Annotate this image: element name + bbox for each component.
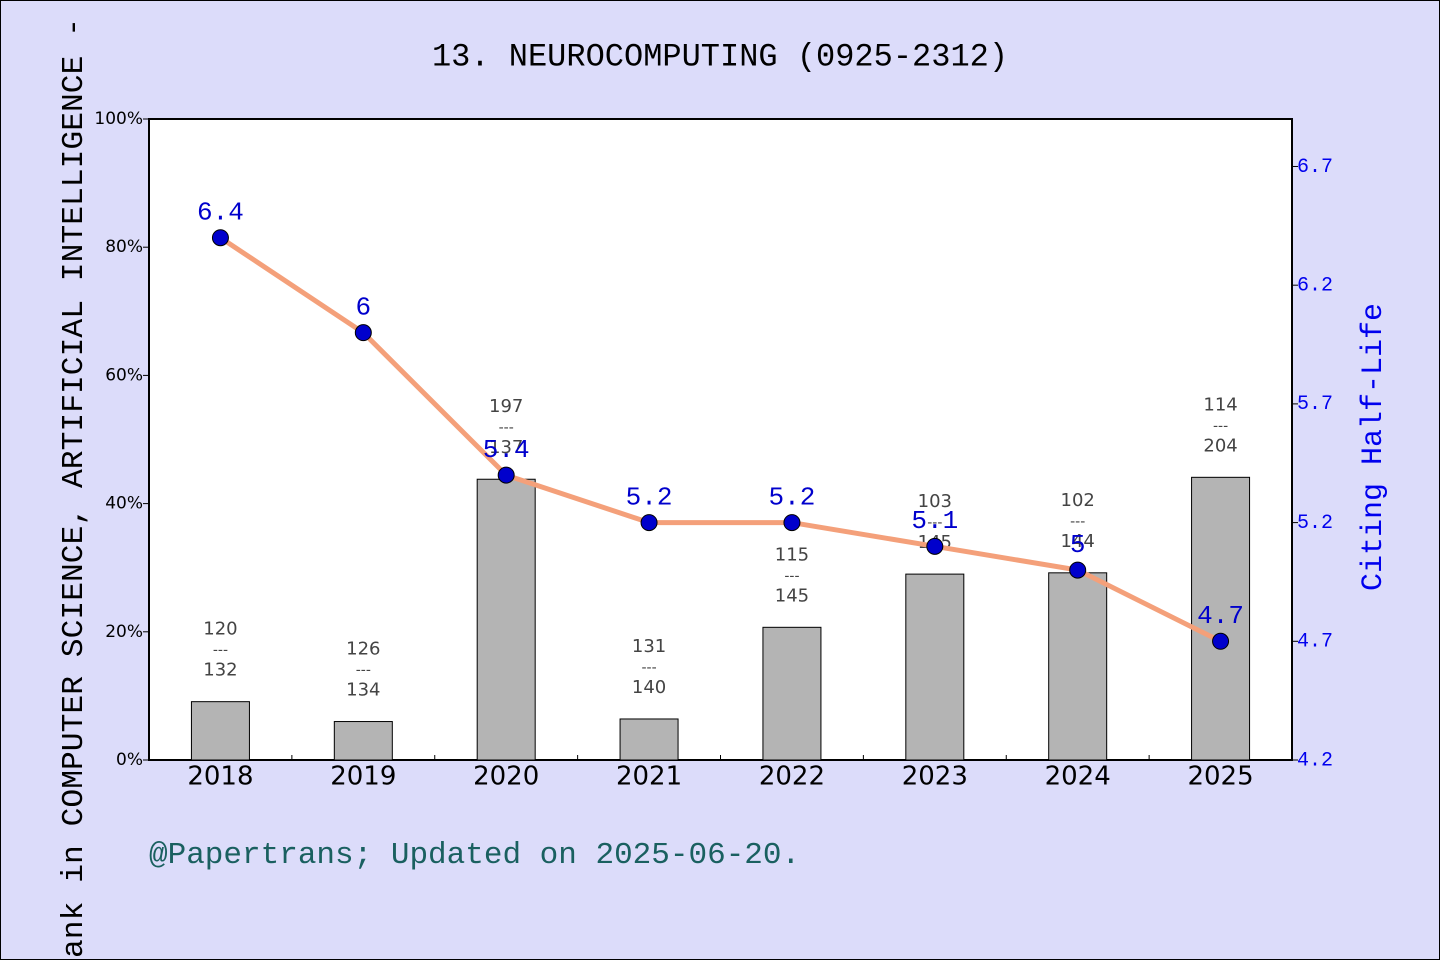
y-tick-label: 80% — [105, 237, 143, 257]
y-tick-label: 0% — [116, 750, 143, 770]
data-label: 5.2 — [769, 482, 816, 512]
rank-separator: --- — [499, 420, 514, 436]
x-tick-label: 2020 — [473, 762, 539, 792]
total-label: 134 — [346, 680, 380, 701]
x-tick-label: 2023 — [902, 762, 968, 792]
data-label: 6.4 — [197, 198, 244, 228]
marker — [1212, 632, 1230, 650]
rank-separator: --- — [641, 660, 656, 676]
marker — [497, 466, 515, 484]
rank-label: 114 — [1203, 394, 1237, 415]
data-label: 5.2 — [626, 482, 673, 512]
x-tick-label: 2025 — [1187, 762, 1253, 792]
rank-label: 120 — [203, 619, 237, 640]
marker — [211, 229, 229, 247]
total-label: 137 — [489, 437, 523, 458]
data-label: 6 — [356, 293, 372, 323]
rank-label: 102 — [1061, 490, 1095, 511]
y2-tick-label: 5.2 — [1297, 512, 1333, 535]
rank-separator: --- — [1070, 514, 1085, 530]
y-tick-label: 60% — [105, 365, 143, 385]
rank-label: 131 — [632, 636, 666, 657]
y2-axis-label: Citing Half-Life — [1357, 303, 1391, 591]
y-tick-label: 100% — [94, 109, 143, 129]
y2-tick-label: 4.2 — [1297, 749, 1333, 772]
bar — [476, 478, 536, 761]
bar — [1048, 572, 1108, 761]
rank-label: 126 — [346, 639, 380, 660]
footer: @Papertrans; Updated on 2025-06-20. — [149, 838, 800, 873]
y2-tick-label: 6.2 — [1297, 274, 1333, 297]
chart-title: 13. NEUROCOMPUTING (0925-2312) — [432, 38, 1008, 75]
marker — [1069, 561, 1087, 579]
rank-label: 115 — [775, 544, 809, 565]
data-label: 4.7 — [1197, 601, 1244, 631]
rank-separator: --- — [213, 643, 228, 659]
data-label: 5.1 — [911, 506, 958, 536]
y-tick-label: 40% — [105, 494, 143, 514]
y-axis-label: ank in COMPUTER SCIENCE, ARTIFICIAL INTE… — [57, 18, 92, 958]
marker — [926, 537, 944, 555]
bar — [762, 626, 822, 761]
marker — [783, 514, 801, 532]
total-label: 204 — [1203, 435, 1237, 456]
x-tick-label: 2019 — [330, 762, 396, 792]
x-tick-label: 2021 — [616, 762, 682, 792]
y-tick-label: 20% — [105, 622, 143, 642]
x-tick-label: 2024 — [1045, 762, 1111, 792]
total-label: 145 — [775, 585, 809, 606]
rank-label: 103 — [918, 491, 952, 512]
x-tick-label: 2022 — [759, 762, 825, 792]
rank-separator: --- — [356, 663, 371, 679]
bar — [905, 573, 965, 761]
total-label: 132 — [203, 660, 237, 681]
total-label: 140 — [632, 677, 666, 698]
y2-tick-label: 5.7 — [1297, 393, 1333, 416]
marker — [354, 324, 372, 342]
rank-separator: --- — [927, 515, 942, 531]
bar — [1191, 476, 1251, 761]
rank-label: 197 — [489, 396, 523, 417]
bar — [190, 701, 250, 761]
x-tick-label: 2018 — [187, 762, 253, 792]
total-label: 144 — [1061, 531, 1095, 552]
bar — [619, 718, 679, 761]
line — [219, 235, 1222, 644]
plot-area — [148, 118, 1293, 761]
rank-separator: --- — [784, 568, 799, 584]
bar — [333, 721, 393, 761]
data-label: 5 — [1070, 530, 1086, 560]
y2-tick-label: 4.7 — [1297, 631, 1333, 654]
data-label: 5.4 — [483, 435, 530, 465]
rank-separator: --- — [1213, 418, 1228, 434]
marker — [640, 514, 658, 532]
y2-tick-label: 6.7 — [1297, 156, 1333, 179]
